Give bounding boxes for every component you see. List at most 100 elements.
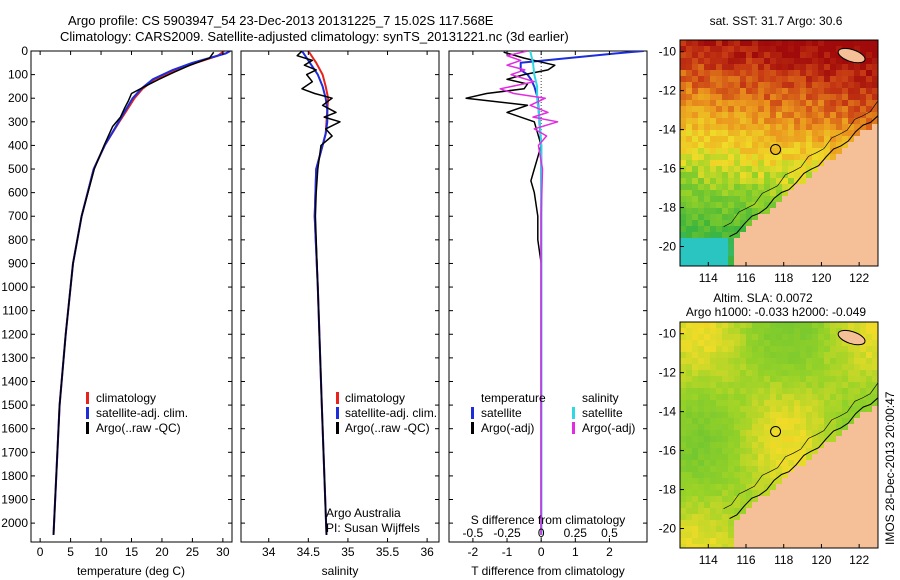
map-cell [740,484,746,490]
map-cell [710,460,716,466]
map-cell [872,394,878,400]
map-cell [872,220,878,226]
map-cell [776,160,782,166]
map-cell [716,220,722,226]
map-cell [842,232,848,238]
map-cell [728,106,734,112]
map-cell [734,154,740,160]
map-cell [818,346,824,352]
map-cell [704,52,710,58]
map-cell [734,238,740,244]
map-cell [824,334,830,340]
map-cell [758,100,764,106]
map-cell [722,226,728,232]
map-cell [740,130,746,136]
map-cell [818,70,824,76]
map-cell [818,430,824,436]
map-cell [740,100,746,106]
axes-layer: 0100200300400500600700800900100011001200… [1,44,647,559]
map-cell [704,544,710,548]
map-cell [866,202,872,208]
map-cell [830,106,836,112]
map-cell [764,406,770,412]
map-cell [692,202,698,208]
map-cell [710,466,716,472]
map-cell [848,106,854,112]
map-cell [722,370,728,376]
map-cell [692,430,698,436]
map-cell [860,388,866,394]
map-cell [866,136,872,142]
map-cell [716,406,722,412]
sdiff-axis-label: S difference from climatology [471,513,626,527]
map-cell [698,190,704,196]
map-cell [788,94,794,100]
map-cell [704,220,710,226]
map-cell [746,448,752,454]
map-cell [812,184,818,190]
map-cell [740,526,746,532]
map-cell [770,472,776,478]
map-cell [860,496,866,502]
map-cell [812,148,818,154]
map-cell [860,148,866,154]
map-cell [770,58,776,64]
map-cell [806,346,812,352]
map-cell [680,214,686,220]
map-cell [710,220,716,226]
map-cell [812,358,818,364]
map-cell [764,484,770,490]
map-cell [788,214,794,220]
map-cell [848,472,854,478]
map-cell [776,412,782,418]
map-cell [872,46,878,52]
map-cell [716,502,722,508]
map-cell [764,250,770,256]
map-cell [764,40,770,46]
map-cell [800,322,806,328]
map-cell [752,40,758,46]
map-cell [698,394,704,400]
map-cell [788,376,794,382]
map-cell [800,436,806,442]
map-cell [824,76,830,82]
map-cell [770,244,776,250]
map-cell [704,364,710,370]
map-cell [824,214,830,220]
map-cell [806,442,812,448]
map-cell [764,424,770,430]
map-cell [782,208,788,214]
map-cell [794,118,800,124]
map-cell [854,238,860,244]
tdiff-xlabel: T difference from climatology [471,564,625,578]
map-cell [872,130,878,136]
map-cell [848,124,854,130]
map-cell [836,130,842,136]
map-cell [734,490,740,496]
map-cell [836,376,842,382]
map-cell [716,532,722,538]
map-cell [686,496,692,502]
map-cell [776,154,782,160]
map-cell [812,430,818,436]
map-cell [686,328,692,334]
map-cell [794,244,800,250]
map-cell [746,262,752,266]
map-cell [830,436,836,442]
map-cell [722,196,728,202]
map-cell [842,142,848,148]
map-cell [812,244,818,250]
map-x-tick-label: 122 [849,553,869,567]
map-cell [764,196,770,202]
map-cell [830,328,836,334]
map-cell [866,220,872,226]
map-cell [710,70,716,76]
map-cell [746,346,752,352]
map-cell [854,118,860,124]
map-cell [716,166,722,172]
map-cell [788,52,794,58]
map-cell [728,538,734,544]
map-cell [872,148,878,154]
map-cell [758,52,764,58]
map-cell [836,388,842,394]
